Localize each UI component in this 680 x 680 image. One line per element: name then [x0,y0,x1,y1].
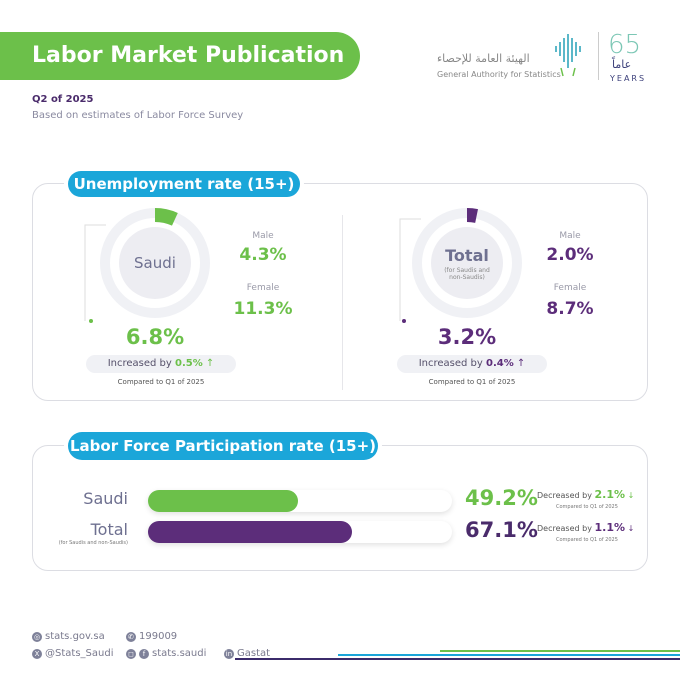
period: Q2 of 2025 [32,94,94,105]
arrow-up-icon: ↑ [205,358,215,369]
saudi-participation-compared: Compared to Q1 of 2025 [556,504,618,510]
anniversary-years: YEARS [610,74,647,83]
change-prefix: Increased by [107,358,172,369]
saudi-unemployment-rate: 6.8% [125,325,185,349]
facebook-icon: f [139,648,149,659]
anniversary-number: 65 [608,30,642,60]
change-prefix: Increased by [418,358,483,369]
footer-linkedin[interactable]: in Gastat [224,648,270,659]
donut-arc-total [466,208,478,223]
saudi-male-rate: 4.3% [239,245,287,265]
total-change: Increased by 0.4% ↑ [397,355,547,373]
saudi-bar-fill [148,490,298,512]
logo-english: General Authority for Statistics [437,70,561,79]
change-prefix: Decreased by [537,491,592,500]
logo-divider [598,32,599,80]
change-value: 1.1% [594,521,626,534]
x-icon: X [32,648,42,659]
anniversary-arabic: عاماً [612,58,632,71]
saudi-compared: Compared to Q1 of 2025 [117,378,205,386]
total-female-rate: 8.7% [546,299,594,319]
linkedin-text: Gastat [237,648,271,659]
twitter-text: @Stats_Saudi [45,648,114,659]
saudi-label: Saudi [134,254,176,272]
footer-line-blue [338,654,680,656]
total-participation-compared: Compared to Q1 of 2025 [556,537,618,543]
total-male-label: Male [559,231,581,241]
change-value: 0.4% [486,358,514,369]
gastat-logo-icon [555,34,581,77]
footer-phone[interactable]: ✆ 199009 [126,631,177,642]
total-label: Total [445,246,489,265]
page-title: Labor Market Publication [0,32,360,80]
saudi-female-label: Female [246,283,280,293]
saudi-male-label: Male [252,231,274,241]
saudi-change: Increased by 0.5% ↑ [86,355,236,373]
footer-line-purple [235,658,680,660]
unemployment-title: Unemployment rate (15+) [68,171,300,197]
participation-title: Labor Force Participation rate (15+) [68,432,378,460]
saudi-donut [84,207,210,323]
arrow-down-icon: ↓ [627,524,635,533]
connector-dot [89,319,93,323]
total-participation-rate: 67.1% [465,518,538,542]
donut-arc-saudi [154,207,178,226]
footer-twitter[interactable]: X @Stats_Saudi [32,648,113,659]
saudi-participation-rate: 49.2% [465,486,538,510]
connector-line [399,218,421,321]
total-participation-change: Decreased by 1.1% ↓ [537,521,634,534]
total-bar-label: Total [90,520,128,539]
website-text: stats.gov.sa [45,631,105,642]
phone-icon: ✆ [126,631,136,642]
total-bar-fill [148,521,352,543]
footer-social[interactable]: ◻ f stats.saudi [126,648,206,659]
total-donut [399,208,522,323]
donut-center [119,227,191,299]
change-value: 2.1% [594,488,626,501]
connector-dot [402,319,406,323]
saudi-female-rate: 11.3% [233,299,293,319]
footer-line-green [440,650,680,652]
total-male-rate: 2.0% [546,245,594,265]
total-compared: Compared to Q1 of 2025 [428,378,516,386]
card-divider [342,215,343,390]
saudi-bar-label: Saudi [83,489,128,508]
phone-text: 199009 [139,631,178,642]
saudi-bar-track [148,490,452,512]
total-sublabel: (for Saudis and non-Saudis) [444,267,490,281]
instagram-icon: ◻ [126,648,136,659]
saudi-participation-change: Decreased by 2.1% ↓ [537,488,634,501]
social-text: stats.saudi [152,648,207,659]
source-note: Based on estimates of Labor Force Survey [32,110,244,121]
globe-icon: ◎ [32,631,42,642]
change-prefix: Decreased by [537,524,592,533]
total-bar-sublabel: (for Saudis and non-Saudis) [58,540,128,546]
donut-center [431,227,503,299]
arrow-down-icon: ↓ [627,491,635,500]
connector-line [84,224,106,321]
total-bar-track [148,521,452,543]
arrow-up-icon: ↑ [516,358,526,369]
logo-arabic: الهيئة العامة للإحصاء [437,52,530,65]
change-value: 0.5% [175,358,203,369]
linkedin-icon: in [224,648,234,659]
footer-website[interactable]: ◎ stats.gov.sa [32,631,105,642]
total-female-label: Female [553,283,587,293]
total-unemployment-rate: 3.2% [437,325,497,349]
